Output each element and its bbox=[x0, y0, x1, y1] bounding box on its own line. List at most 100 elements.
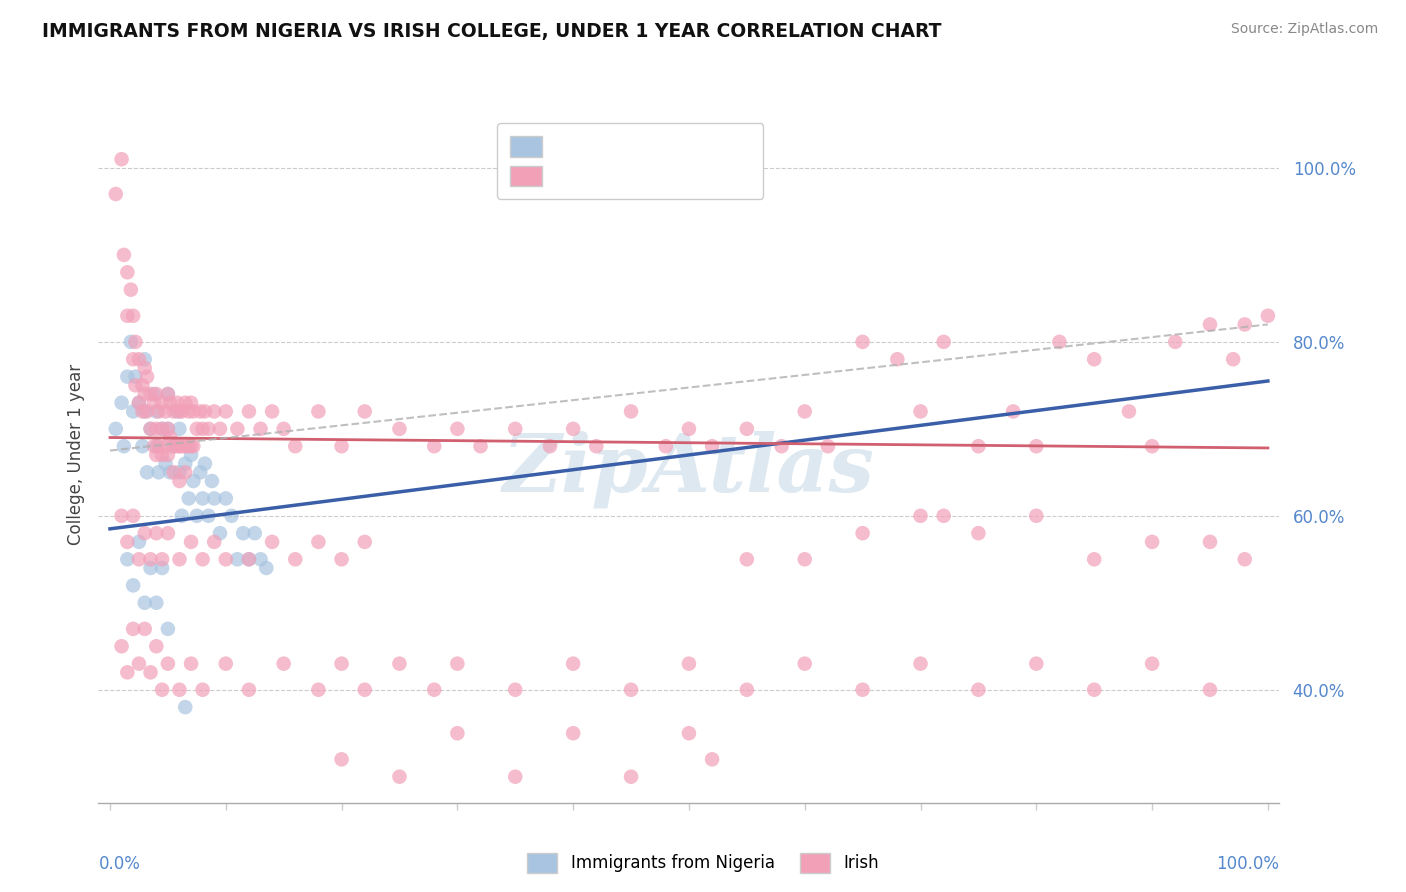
Point bbox=[967, 526, 990, 541]
Point bbox=[180, 448, 202, 462]
Point bbox=[1164, 334, 1187, 349]
Point bbox=[174, 466, 197, 480]
Text: N =: N = bbox=[665, 154, 706, 172]
Point bbox=[886, 352, 908, 367]
Text: N =: N = bbox=[665, 122, 706, 140]
Point bbox=[128, 396, 150, 410]
Point bbox=[243, 526, 266, 541]
Point bbox=[585, 439, 607, 453]
Point bbox=[148, 466, 170, 480]
Point bbox=[1025, 508, 1047, 523]
Point bbox=[134, 352, 156, 367]
Point bbox=[201, 474, 224, 488]
Point bbox=[139, 422, 162, 436]
Point bbox=[793, 657, 815, 671]
Point bbox=[1257, 309, 1279, 323]
Point bbox=[128, 396, 150, 410]
Point bbox=[562, 657, 585, 671]
Point bbox=[134, 360, 156, 375]
Point bbox=[446, 726, 468, 740]
Point bbox=[423, 682, 446, 697]
Point bbox=[307, 682, 329, 697]
Point bbox=[159, 466, 181, 480]
Point bbox=[166, 439, 188, 453]
Point bbox=[353, 404, 375, 418]
Text: 168: 168 bbox=[713, 154, 747, 172]
Point bbox=[112, 439, 135, 453]
Point bbox=[191, 682, 214, 697]
Point bbox=[156, 526, 179, 541]
Point bbox=[150, 561, 173, 575]
Point bbox=[735, 682, 758, 697]
Point bbox=[156, 387, 179, 401]
Point bbox=[145, 404, 167, 418]
Point bbox=[191, 422, 214, 436]
Point bbox=[150, 422, 173, 436]
Point bbox=[793, 404, 815, 418]
Point bbox=[330, 752, 353, 766]
Point bbox=[117, 665, 139, 680]
Point bbox=[163, 439, 186, 453]
Point bbox=[134, 387, 156, 401]
Point bbox=[128, 535, 150, 549]
Point bbox=[128, 352, 150, 367]
Point bbox=[139, 552, 162, 566]
Point bbox=[1083, 552, 1105, 566]
Point bbox=[735, 422, 758, 436]
Point bbox=[215, 657, 238, 671]
Point bbox=[159, 431, 181, 445]
Point bbox=[202, 491, 225, 506]
Point bbox=[166, 396, 188, 410]
Point bbox=[932, 508, 955, 523]
Point bbox=[156, 422, 179, 436]
Point bbox=[446, 422, 468, 436]
Point bbox=[446, 657, 468, 671]
Point bbox=[124, 334, 146, 349]
Point bbox=[104, 187, 127, 202]
Point bbox=[503, 422, 526, 436]
Point bbox=[174, 700, 197, 714]
Point bbox=[330, 552, 353, 566]
Point bbox=[1222, 352, 1244, 367]
Point bbox=[503, 682, 526, 697]
Point bbox=[177, 404, 200, 418]
Point bbox=[110, 508, 132, 523]
Point bbox=[143, 387, 166, 401]
Point bbox=[353, 682, 375, 697]
Text: 0.099: 0.099 bbox=[565, 122, 616, 140]
Point bbox=[388, 770, 411, 784]
Point bbox=[967, 439, 990, 453]
Point bbox=[307, 535, 329, 549]
Point bbox=[202, 535, 225, 549]
Point bbox=[139, 665, 162, 680]
Point bbox=[562, 726, 585, 740]
Point bbox=[110, 396, 132, 410]
Point bbox=[169, 552, 191, 566]
Point bbox=[1199, 318, 1222, 332]
Point bbox=[232, 526, 254, 541]
Point bbox=[139, 387, 162, 401]
Point bbox=[620, 404, 643, 418]
Point bbox=[538, 439, 561, 453]
Point bbox=[678, 422, 700, 436]
Point bbox=[238, 552, 260, 566]
Point bbox=[284, 439, 307, 453]
Point bbox=[183, 439, 205, 453]
Point bbox=[104, 422, 127, 436]
Point bbox=[131, 439, 153, 453]
Point bbox=[145, 439, 167, 453]
Y-axis label: College, Under 1 year: College, Under 1 year bbox=[66, 364, 84, 546]
Text: 0.0%: 0.0% bbox=[98, 855, 141, 873]
Point bbox=[197, 422, 219, 436]
Point bbox=[1140, 657, 1163, 671]
Point bbox=[145, 526, 167, 541]
Point bbox=[620, 682, 643, 697]
Point bbox=[262, 404, 284, 418]
Point bbox=[131, 404, 153, 418]
Point bbox=[678, 657, 700, 671]
Point bbox=[353, 535, 375, 549]
Point bbox=[155, 457, 177, 471]
Point bbox=[208, 422, 231, 436]
Point bbox=[1025, 439, 1047, 453]
Point bbox=[156, 448, 179, 462]
